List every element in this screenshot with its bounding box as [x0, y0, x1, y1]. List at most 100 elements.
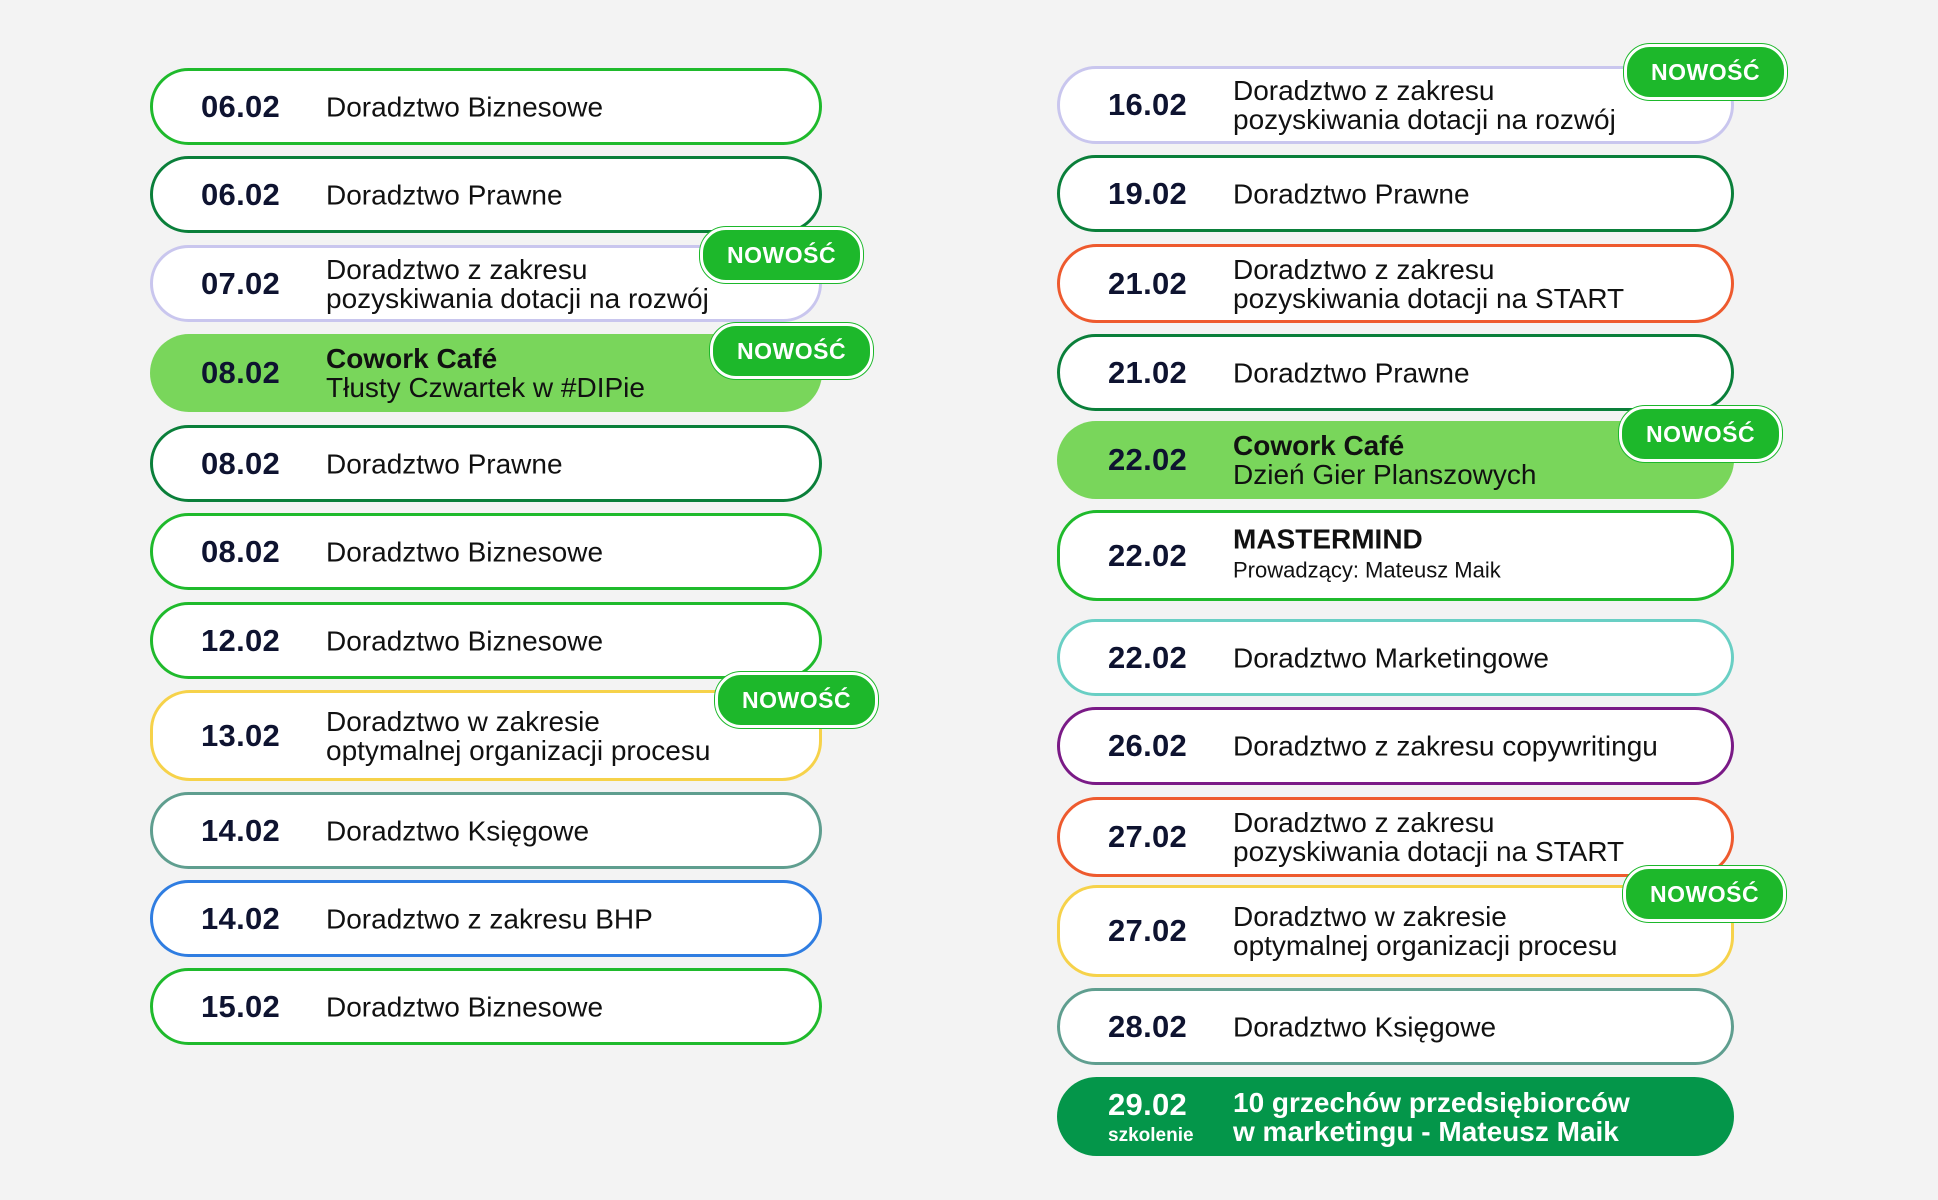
event-item: 27.02 Doradztwo z zakresu pozyskiwania dot… [1057, 797, 1734, 877]
event-date: 22.02 [1108, 538, 1187, 574]
event-title: Doradztwo z zakresu pozyskiwania dotacji … [326, 255, 779, 313]
event-title: Doradztwo Księgowe [326, 816, 779, 845]
event-item: 21.02 Doradztwo z zakresu pozyskiwania dot… [1057, 244, 1734, 323]
event-date: 22.02 [1108, 442, 1187, 478]
event-title-line-1: Doradztwo Biznesowe [326, 536, 604, 567]
event-item: 22.02 MASTERMIND Prowadzący: Mateusz Maik [1057, 510, 1734, 601]
event-date: 27.02 [1108, 819, 1187, 855]
event-title: Doradztwo Prawne [1233, 358, 1691, 387]
event-date: 08.02 [201, 355, 280, 391]
event-date: 27.02 [1108, 913, 1187, 949]
event-title-line-1: Doradztwo z zakresu copywritingu [1233, 730, 1658, 762]
event-title: Cowork Café Tłusty Czwartek w #DIPie [326, 344, 779, 402]
event-item: 27.02 Doradztwo w zakresie optymalnej orga… [1057, 885, 1734, 977]
event-date: 21.02 [1108, 266, 1187, 302]
event-title-line-1: Doradztwo w zakresie [326, 705, 600, 737]
event-item: 28.02 Doradztwo Księgowe [1057, 988, 1734, 1065]
event-date: 16.02 [1108, 87, 1187, 123]
event-item: 08.02 Doradztwo Prawne [150, 425, 822, 502]
event-date: 28.02 [1108, 1009, 1187, 1045]
event-date: 08.02 [201, 534, 280, 570]
event-title: Doradztwo Biznesowe [326, 626, 779, 655]
event-item: 06.02 Doradztwo Prawne [150, 156, 822, 233]
new-badge: NOWOŚĆ [700, 227, 864, 283]
event-date: 14.02 [201, 813, 280, 849]
event-item: 29.02 szkolenie 10 grzechów przedsiębiorcó… [1057, 1077, 1734, 1156]
event-item: 13.02 Doradztwo w zakresie optymalnej orga… [150, 690, 822, 781]
event-title: Doradztwo Księgowe [1233, 1012, 1691, 1041]
event-title: Doradztwo Biznesowe [326, 537, 779, 566]
event-date: 14.02 [201, 901, 280, 937]
event-date-value: 15.02 [201, 988, 281, 1024]
event-item: 22.02 Doradztwo Marketingowe [1057, 619, 1734, 696]
event-date-value: 08.02 [201, 355, 281, 390]
event-title-line-1: Doradztwo z zakresu BHP [326, 903, 653, 934]
event-date: 06.02 [201, 89, 280, 125]
event-date-subtitle: szkolenie [1108, 1124, 1194, 1146]
event-date-value: 14.02 [201, 900, 281, 936]
event-date-value: 16.02 [1108, 87, 1188, 122]
event-date: 08.02 [201, 446, 280, 482]
event-item: 21.02 Doradztwo Prawne [1057, 334, 1734, 411]
event-title-line-2: w marketingu - Mateusz Maik [1233, 1115, 1619, 1147]
event-title-line-2: optymalnej organizacji procesu [1233, 930, 1618, 961]
event-title-line-1: Cowork Café [326, 343, 498, 374]
event-title-line-2: optymalnej organizacji procesu [326, 734, 711, 766]
event-date: 06.02 [201, 177, 280, 213]
event-date-value: 27.02 [1108, 913, 1188, 948]
event-title-line-1: Doradztwo Marketingowe [1233, 642, 1549, 673]
event-date-value: 22.02 [1108, 537, 1188, 573]
event-title-line-1: MASTERMIND [1233, 523, 1423, 554]
event-item: 12.02 Doradztwo Biznesowe [150, 602, 822, 679]
event-date: 15.02 [201, 989, 280, 1025]
event-title: Doradztwo z zakresu pozyskiwania dotacji … [1233, 808, 1691, 866]
event-date-value: 08.02 [201, 533, 281, 569]
event-title: Doradztwo w zakresie optymalnej organizac… [326, 707, 779, 765]
event-title-line-1: Doradztwo Biznesowe [326, 625, 604, 656]
event-item: 19.02 Doradztwo Prawne [1057, 155, 1734, 232]
event-date-value: 08.02 [201, 445, 281, 481]
new-badge: NOWOŚĆ [710, 323, 874, 379]
event-title: Doradztwo w zakresie optymalnej organizac… [1233, 902, 1691, 960]
new-badge: NOWOŚĆ [1619, 406, 1783, 462]
event-title-line-1: Doradztwo Księgowe [326, 815, 590, 846]
event-title-line-1: Doradztwo Księgowe [1233, 1011, 1497, 1042]
event-date: 29.02 szkolenie [1108, 1087, 1194, 1147]
event-title-line-1: Doradztwo Prawne [1233, 357, 1470, 388]
event-title-line-1: Doradztwo Prawne [1233, 178, 1470, 209]
event-title-line-1: Cowork Café [1233, 430, 1405, 461]
event-title-line-2: Tłusty Czwartek w #DIPie [326, 372, 645, 403]
event-title-line-2: pozyskiwania dotacji na START [1233, 836, 1625, 867]
event-date: 13.02 [201, 718, 280, 754]
event-title-line-1: Doradztwo Prawne [326, 179, 563, 210]
event-date: 22.02 [1108, 640, 1187, 676]
event-date: 26.02 [1108, 728, 1187, 764]
event-title: Doradztwo z zakresu BHP [326, 904, 779, 933]
event-date-value: 26.02 [1108, 728, 1188, 763]
event-date-value: 13.02 [201, 717, 281, 753]
event-title: Cowork Café Dzień Gier Planszowych [1233, 431, 1691, 489]
event-title: Doradztwo z zakresu pozyskiwania dotacji … [1233, 76, 1691, 134]
event-title-line-1: Doradztwo z zakresu [1233, 807, 1495, 838]
event-item: 16.02 Doradztwo z zakresu pozyskiwania dot… [1057, 66, 1734, 144]
event-title-line-2: pozyskiwania dotacji na rozwój [326, 282, 709, 314]
event-title-line-1: 10 grzechów przedsiębiorców [1233, 1086, 1630, 1118]
event-title-line-1: Doradztwo z zakresu [326, 253, 588, 285]
event-title: Doradztwo Prawne [326, 449, 779, 478]
event-title: Doradztwo z zakresu pozyskiwania dotacji … [1233, 255, 1691, 313]
event-title: 10 grzechów przedsiębiorców w marketingu … [1233, 1088, 1691, 1146]
event-date: 07.02 [201, 266, 280, 302]
event-title-line-2: Dzień Gier Planszowych [1233, 459, 1537, 490]
event-item: 26.02 Doradztwo z zakresu copywritingu [1057, 707, 1734, 785]
event-title: Doradztwo Prawne [326, 180, 779, 209]
event-title: Doradztwo z zakresu copywritingu [1233, 732, 1691, 761]
event-title-line-2: Prowadzący: Mateusz Maik [1233, 557, 1501, 582]
event-date: 12.02 [201, 623, 280, 659]
event-title-line-2: pozyskiwania dotacji na START [1233, 282, 1625, 314]
event-date: 21.02 [1108, 355, 1187, 391]
event-title: Doradztwo Prawne [1233, 179, 1691, 208]
event-title-line-1: Doradztwo Biznesowe [326, 91, 604, 122]
event-date-value: 12.02 [201, 622, 281, 658]
event-title-line-1: Doradztwo Biznesowe [326, 991, 604, 1022]
event-date-value: 22.02 [1108, 639, 1188, 675]
